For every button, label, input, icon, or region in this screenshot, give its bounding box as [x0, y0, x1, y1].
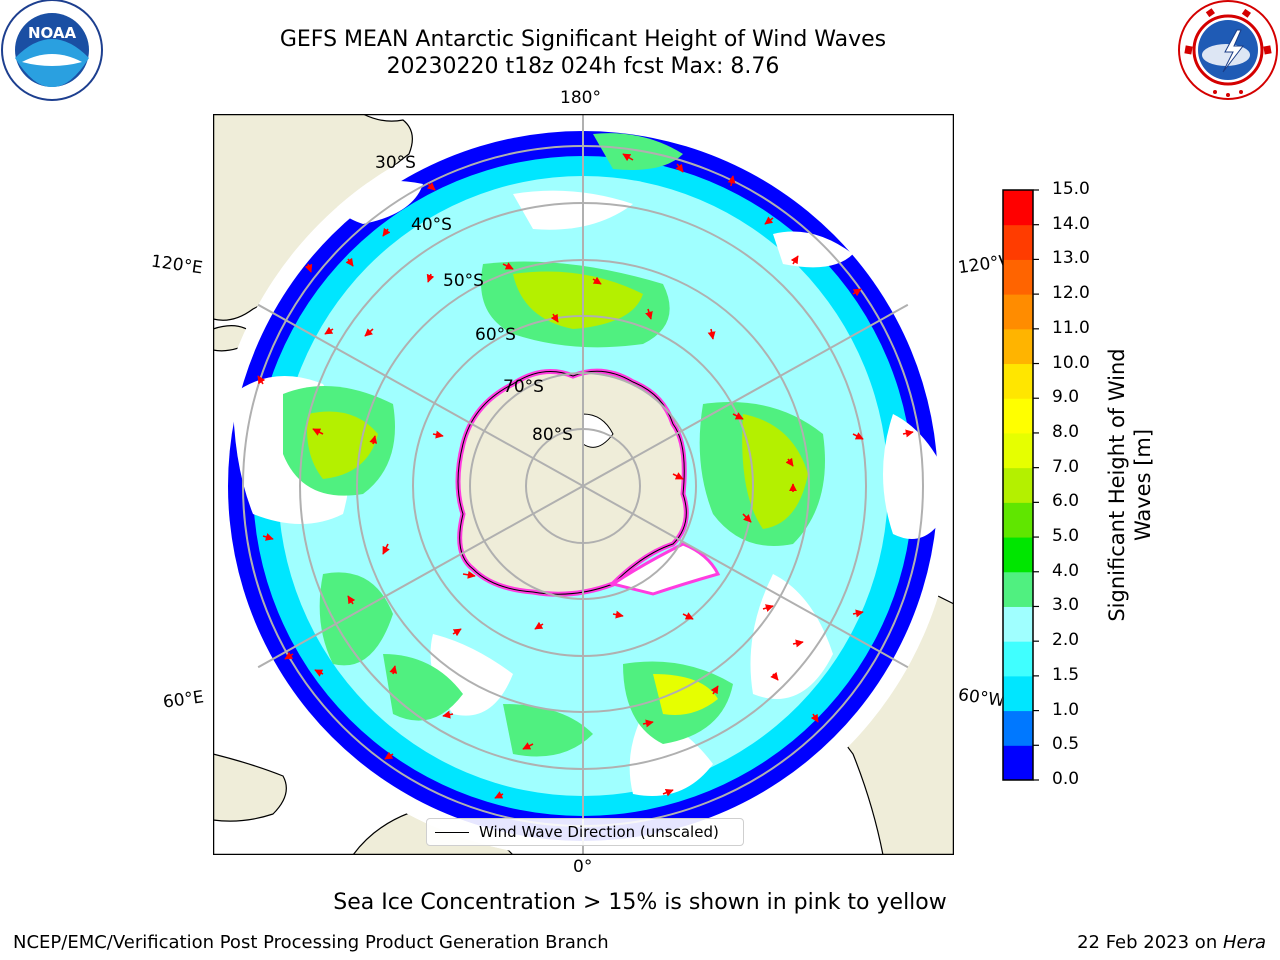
colorbar-tick-label: 3.0	[1052, 595, 1080, 616]
colorbar-segment	[1003, 675, 1033, 712]
colorbar-segment	[1003, 745, 1033, 781]
legend-label: Wind Wave Direction (unscaled)	[479, 823, 719, 841]
colorbar-tick-label: 6.0	[1052, 491, 1080, 512]
colorbar-segment	[1003, 502, 1033, 538]
colorbar-segment	[1003, 537, 1033, 573]
lat-label-50s: 50°S	[443, 271, 484, 291]
sea-ice-note: Sea Ice Concentration > 15% is shown in …	[333, 890, 947, 915]
colorbar-frame	[1002, 189, 1034, 781]
colorbar-tick-label: 1.5	[1052, 664, 1080, 685]
colorbar-tick-label: 0.5	[1052, 734, 1080, 755]
run-date-text: 22 Feb 2023 on	[1077, 932, 1223, 953]
colorbar-tick-label: 0.0	[1052, 769, 1080, 789]
nws-logo	[1178, 0, 1278, 100]
colorbar-tick-label: 1.0	[1052, 699, 1080, 720]
colorbar-segment	[1003, 294, 1033, 330]
noaa-logo: NOAA	[1, 0, 103, 101]
lon-label-bottom: 0°	[573, 857, 593, 877]
chart-title: GEFS MEAN Antarctic Significant Height o…	[279, 27, 887, 52]
colorbar-tick-label: 2.0	[1052, 630, 1080, 651]
noaa-logo-text: NOAA	[28, 24, 77, 42]
credit-line: NCEP/EMC/Verification Post Processing Pr…	[13, 932, 609, 953]
chart-subtitle: 20230220 t18z 024h fcst Max: 8.76	[386, 54, 780, 79]
colorbar-segment	[1003, 606, 1033, 642]
colorbar-segment	[1003, 328, 1033, 365]
colorbar-tick-label: 11.0	[1052, 317, 1090, 338]
lat-label-80s: 80°S	[532, 425, 573, 445]
colorbar-tick-label: 4.0	[1052, 560, 1080, 581]
colorbar-segment	[1003, 641, 1033, 677]
colorbar-tick-label: 14.0	[1052, 213, 1090, 234]
lat-label-70s: 70°S	[503, 377, 544, 397]
lon-label-top: 180°	[560, 88, 601, 108]
colorbar-tick-label: 12.0	[1052, 283, 1090, 304]
colorbar-tick-label: 7.0	[1052, 456, 1080, 477]
colorbar-tick-label: 13.0	[1052, 248, 1090, 269]
colorbar-segment	[1003, 432, 1033, 469]
colorbar-segment	[1003, 224, 1033, 260]
lon-label-lower-right: 60°W	[956, 685, 1004, 711]
colorbar	[1002, 189, 1039, 781]
run-machine: Hera	[1222, 932, 1266, 953]
colorbar-tick-label: 5.0	[1052, 526, 1080, 547]
map-legend: Wind Wave Direction (unscaled)	[426, 818, 744, 846]
colorbar-label-line2: Waves [m]	[1131, 428, 1155, 542]
colorbar-tick-label: 10.0	[1052, 352, 1090, 373]
colorbar-segment	[1003, 363, 1033, 399]
lat-label-30s: 30°S	[375, 153, 416, 173]
legend-line-swatch	[435, 831, 469, 833]
colorbar-segment	[1003, 571, 1033, 607]
run-date: 22 Feb 2023 on Hera	[1077, 932, 1266, 953]
wave-height-map: 30°S 40°S 50°S 60°S 70°S 80°S	[213, 114, 954, 855]
colorbar-segment	[1003, 710, 1033, 746]
graticule	[213, 114, 954, 855]
lon-label-lower-left: 60°E	[161, 687, 206, 713]
colorbar-tick-label: 15.0	[1052, 179, 1090, 199]
wind-wave-arrows	[257, 153, 914, 799]
colorbar-segment	[1003, 398, 1033, 434]
lon-label-upper-left: 120°E	[149, 251, 204, 279]
colorbar-segment	[1003, 190, 1033, 226]
map-frame	[213, 114, 954, 855]
lat-label-40s: 40°S	[411, 215, 452, 235]
colorbar-tick-label: 9.0	[1052, 387, 1080, 408]
colorbar-segment	[1003, 259, 1033, 295]
colorbar-tick-label: 8.0	[1052, 421, 1080, 442]
colorbar-label-line1: Significant Height of Wind	[1105, 348, 1129, 622]
lat-label-60s: 60°S	[475, 325, 516, 345]
colorbar-segment	[1003, 467, 1033, 503]
